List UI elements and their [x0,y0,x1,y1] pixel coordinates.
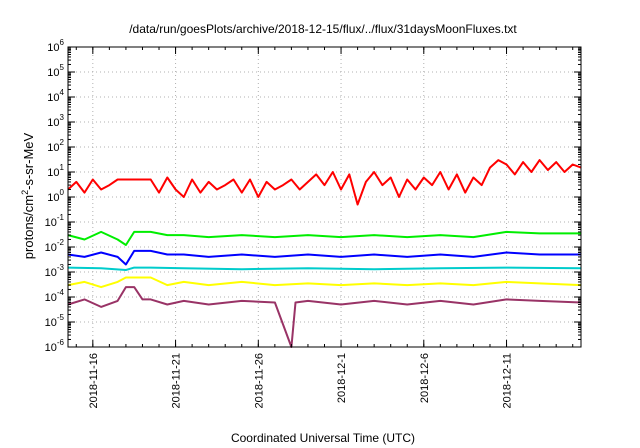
series-line-5 [67,276,582,289]
y-tick-label: 102 [47,138,64,154]
y-tick-label: 10-2 [45,238,65,254]
y-tick-label: 101 [47,163,64,179]
y-tick-label: 10-3 [45,263,65,279]
grid-lines [68,47,581,347]
series-line-1 [67,159,582,206]
y-tick-label: 104 [47,88,64,104]
x-axis-label: Coordinated Universal Time (UTC) [231,431,415,445]
y-tick-label: 103 [47,113,64,129]
y-tick-label: 10-1 [45,213,65,229]
series-line-3 [67,249,581,266]
series-layer [67,159,582,348]
y-tick-label: 100 [47,188,64,204]
series-line-2 [67,230,581,246]
y-tick-label: 10-5 [45,313,65,329]
x-tick-label: 2018-12-6 [419,353,431,403]
x-tick-label: 2018-12-11 [502,353,514,408]
x-tick-label: 2018-11-26 [253,353,265,408]
x-tick-label: 2018-12-1 [336,353,348,403]
y-tick-label: 10-6 [45,338,65,354]
chart-title: /data/run/goesPlots/archive/2018-12-15/f… [129,22,517,36]
series-line-4 [67,266,582,271]
y-axis-label: protons/cm2-s-sr-MeV [20,132,36,259]
x-tick-label: 2018-11-21 [171,353,183,408]
x-tick-labels: 2018-11-16 2018-11-21 2018-11-26 2018-12-1 2… [88,353,514,408]
y-tick-labels: 10-6 10-5 10-4 10-3 10-2 10-1 100 101 102 103 104 1… [45,38,65,354]
y-tick-label: 106 [47,38,64,54]
axis-ticks [68,46,581,348]
series-line-6 [67,286,582,348]
y-tick-label: 105 [47,63,64,79]
y-tick-label: 10-4 [45,288,65,304]
x-tick-label: 2018-11-16 [88,353,100,408]
